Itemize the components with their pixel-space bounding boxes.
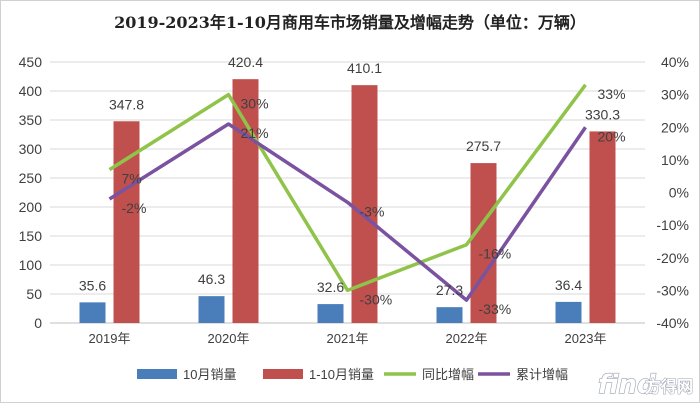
chart-title: 2019-2023年1-10月商用车市场销量及增幅走势（单位：万辆） xyxy=(114,13,586,32)
legend-swatch xyxy=(263,369,303,379)
left-tick-label: 150 xyxy=(19,228,43,244)
right-tick-label: 40% xyxy=(661,54,689,70)
legend: 10月销量 1-10月销量 同比增幅 累计增幅 xyxy=(137,367,568,382)
x-axis-ticks: 2019年 2020年 2021年 2022年 2023年 xyxy=(89,331,607,346)
bar-data-label: 35.6 xyxy=(79,277,106,293)
bar xyxy=(317,304,344,323)
watermark-text: 方得网 xyxy=(645,377,693,396)
series-line xyxy=(108,122,587,302)
bar-data-label: 27.3 xyxy=(436,282,463,298)
lines xyxy=(108,83,587,302)
right-tick-label: 30% xyxy=(661,87,689,103)
bar-data-label: 275.7 xyxy=(466,138,501,154)
watermark-brand: find xyxy=(598,370,656,400)
line-data-label: 20% xyxy=(598,128,626,144)
x-tick-label: 2022年 xyxy=(446,331,488,346)
legend-label: 10月销量 xyxy=(183,367,236,382)
line-data-label: 33% xyxy=(598,86,626,102)
line-data-label: 7% xyxy=(122,171,142,187)
legend-label: 1-10月销量 xyxy=(309,367,374,382)
x-tick-label: 2020年 xyxy=(208,331,250,346)
right-tick-label: -40% xyxy=(656,315,689,331)
x-tick-label: 2019年 xyxy=(89,331,131,346)
left-tick-label: 300 xyxy=(19,141,43,157)
series-line xyxy=(108,83,587,293)
bar-data-label: 36.4 xyxy=(555,277,582,293)
left-tick-label: 50 xyxy=(26,286,42,302)
x-tick-label: 2023年 xyxy=(565,331,607,346)
bar xyxy=(232,79,259,323)
left-tick-label: 200 xyxy=(19,199,43,215)
right-tick-label: 20% xyxy=(661,119,689,135)
bar-data-label: 410.1 xyxy=(347,60,382,76)
line-data-label: -33% xyxy=(479,301,512,317)
bar xyxy=(589,131,616,323)
legend-swatch xyxy=(137,369,177,379)
left-tick-label: 100 xyxy=(19,257,43,273)
data-labels: 35.6 46.3 32.6 27.3 36.4 347.8 420.4 410.1 275.7… xyxy=(79,54,626,317)
bar xyxy=(198,296,225,323)
gridlines xyxy=(50,61,645,324)
bar-data-label: 330.3 xyxy=(585,106,620,122)
left-axis-ticks: 0 50 100 150 200 250 300 350 400 450 xyxy=(19,54,43,331)
line-data-label: -30% xyxy=(360,291,393,307)
right-axis-ticks: -40% -30% -20% -10% 0% 10% 20% 30% 40% xyxy=(656,54,689,331)
right-tick-label: 10% xyxy=(661,152,689,168)
legend-label: 累计增幅 xyxy=(516,367,568,382)
watermark: find 方得网 xyxy=(597,369,693,400)
legend-label: 同比增幅 xyxy=(422,367,474,382)
bar xyxy=(79,302,106,323)
bar xyxy=(470,163,497,323)
line-data-label: -16% xyxy=(479,246,512,262)
left-tick-label: 450 xyxy=(19,54,43,70)
bar-data-label: 32.6 xyxy=(317,279,344,295)
right-tick-label: 0% xyxy=(669,185,689,201)
right-tick-label: -30% xyxy=(656,282,689,298)
left-tick-label: 350 xyxy=(19,112,43,128)
bar-data-label: 420.4 xyxy=(228,54,263,70)
line-data-label: -2% xyxy=(122,200,147,216)
bar-data-label: 347.8 xyxy=(109,96,144,112)
left-tick-label: 250 xyxy=(19,170,43,186)
line-data-label: -3% xyxy=(360,203,385,219)
bar-data-label: 46.3 xyxy=(198,271,225,287)
bar xyxy=(555,301,582,323)
line-data-label: 30% xyxy=(241,96,269,112)
line-data-label: 21% xyxy=(241,125,269,141)
bar xyxy=(436,307,463,323)
right-tick-label: -20% xyxy=(656,250,689,266)
left-tick-label: 0 xyxy=(34,315,42,331)
x-tick-label: 2021年 xyxy=(327,331,369,346)
right-tick-label: -10% xyxy=(656,217,689,233)
left-tick-label: 400 xyxy=(19,83,43,99)
